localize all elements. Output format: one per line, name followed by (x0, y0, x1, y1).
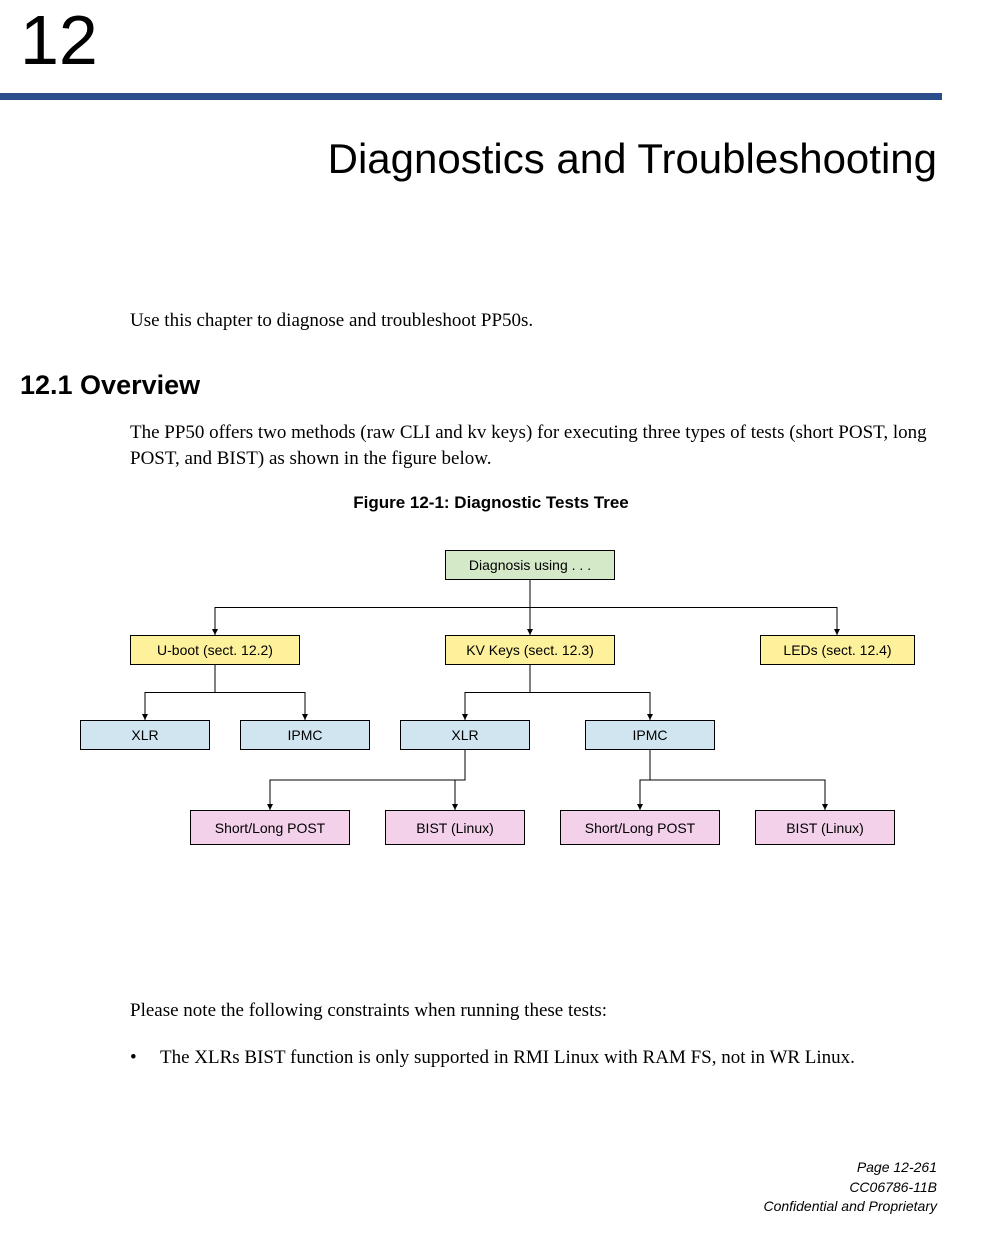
diagram-node-slp1: Short/Long POST (190, 810, 350, 845)
chapter-title: Diagnostics and Troubleshooting (328, 135, 937, 183)
header-divider-bar (0, 93, 942, 100)
diagram-node-ipmc2: IPMC (585, 720, 715, 750)
diagram-node-slp2: Short/Long POST (560, 810, 720, 845)
bullet-marker: • (130, 1045, 160, 1071)
diagram-node-bist2: BIST (Linux) (755, 810, 895, 845)
diagram-node-leds: LEDs (sect. 12.4) (760, 635, 915, 665)
footer-doc-id: CC06786-11B (763, 1178, 937, 1198)
footer-confidentiality: Confidential and Proprietary (763, 1197, 937, 1217)
page-footer: Page 12-261 CC06786-11B Confidential and… (763, 1158, 937, 1217)
diagram-node-root: Diagnosis using . . . (445, 550, 615, 580)
diagram-node-uboot: U-boot (sect. 12.2) (130, 635, 300, 665)
bullet-text: The XLRs BIST function is only supported… (160, 1045, 855, 1071)
section-body: The PP50 offers two methods (raw CLI and… (130, 420, 937, 471)
diagram-node-ipmc1: IPMC (240, 720, 370, 750)
chapter-number: 12 (20, 0, 98, 80)
constraints-intro: Please note the following constraints wh… (130, 1000, 937, 1022)
diagram-node-xlr1: XLR (80, 720, 210, 750)
diagram-node-kvkeys: KV Keys (sect. 12.3) (445, 635, 615, 665)
diagnostic-tree-diagram: Diagnosis using . . . U-boot (sect. 12.2)… (75, 530, 935, 910)
footer-page-number: Page 12-261 (763, 1158, 937, 1178)
section-heading: 12.1 Overview (20, 370, 200, 401)
diagram-node-xlr2: XLR (400, 720, 530, 750)
figure-caption: Figure 12-1: Diagnostic Tests Tree (0, 493, 982, 513)
chapter-intro-text: Use this chapter to diagnose and trouble… (130, 310, 937, 332)
constraint-bullet: • The XLRs BIST function is only support… (130, 1045, 937, 1071)
diagram-node-bist1: BIST (Linux) (385, 810, 525, 845)
